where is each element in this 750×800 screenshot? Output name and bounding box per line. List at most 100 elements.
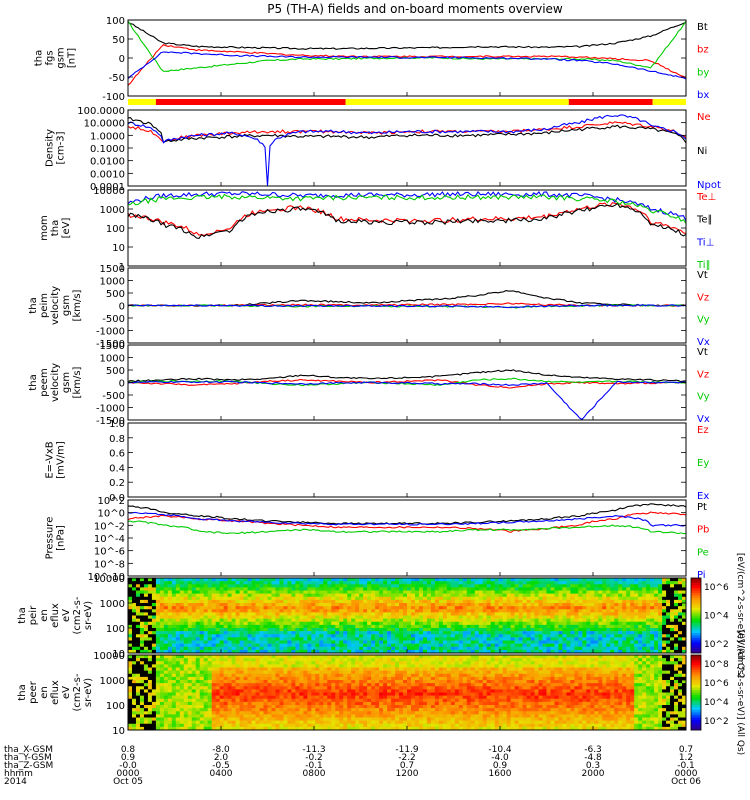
spectrogram-cell (355, 590, 360, 594)
spectrogram-cell (634, 612, 639, 616)
spectrogram-cell (227, 686, 232, 690)
spectrogram-cell (203, 670, 209, 675)
spectrogram-cell (614, 649, 619, 654)
spectrogram-cell (578, 606, 583, 610)
spectrogram-cell (482, 631, 488, 635)
spectrogram-cell (626, 640, 631, 644)
spectrogram-cell (458, 587, 464, 591)
spectrogram-cell (251, 695, 256, 700)
spectrogram-cell (191, 680, 197, 684)
spectrogram-cell (179, 667, 185, 671)
spectrogram-cell (239, 714, 244, 718)
spectrogram-cell (291, 590, 296, 594)
spectrogram-cell (355, 599, 360, 604)
spectrogram-cell (355, 631, 360, 635)
spectrogram-cell (403, 593, 408, 598)
spectrogram-cell (446, 603, 452, 607)
spectrogram-cell (510, 634, 515, 638)
spectrogram-cell (195, 609, 201, 613)
spectrogram-cell (418, 649, 424, 654)
spectrogram-cell (359, 603, 364, 607)
spectrogram-cell (494, 640, 499, 644)
spectrogram-cell (327, 708, 332, 712)
spectrogram-cell (582, 637, 587, 641)
spectrogram-cell (203, 667, 209, 671)
spectrogram-cell (542, 646, 547, 651)
spectrogram-cell (630, 624, 635, 629)
spectrogram-cell (638, 615, 643, 619)
spectrogram-cell (626, 637, 631, 641)
spectrogram-cell (407, 587, 412, 591)
spectrogram-cell (247, 673, 252, 678)
spectrogram-cell (578, 581, 583, 585)
spectrogram-cell (474, 643, 480, 648)
spectrogram-cell (263, 628, 268, 632)
spectrogram-cell (383, 578, 388, 582)
spectrogram-cell (335, 624, 340, 629)
spectrogram-cell (175, 711, 181, 715)
spectrogram-cell (187, 680, 193, 684)
spectrogram-cell (315, 603, 320, 607)
spectrogram-cell (522, 581, 527, 585)
spectrogram-cell (343, 646, 348, 651)
spectrogram-cell (339, 683, 344, 687)
spectrogram-cell (291, 705, 296, 709)
spectrogram-cell (139, 615, 145, 619)
spectrogram-cell (343, 637, 348, 641)
spectrogram-cell (530, 631, 535, 635)
spectrogram-cell (446, 593, 452, 598)
spectrogram-cell (128, 618, 133, 623)
spectrogram-cell (279, 643, 284, 648)
spectrogram-cell (570, 596, 575, 601)
spectrogram-cell (171, 673, 177, 678)
spectrogram-cell (291, 717, 296, 721)
spectrogram-cell (546, 618, 551, 623)
spectrogram-cell (550, 609, 555, 613)
spectrogram-cell (179, 705, 185, 709)
spectrogram-cell (247, 708, 252, 712)
spectrogram-cell (283, 726, 288, 731)
y-tick-label: 10.0000 (84, 119, 125, 130)
spectrogram-cell (283, 649, 288, 654)
spectrogram-cell (175, 640, 181, 644)
spectrogram-cell (426, 581, 432, 585)
spectrogram-cell (311, 649, 316, 654)
spectrogram-cell (674, 609, 679, 613)
spectrogram-cell (231, 673, 236, 678)
y-axis-label-line: peim (39, 293, 50, 318)
spectrogram-cell (626, 646, 631, 651)
spectrogram-cell (135, 618, 141, 623)
spectrogram-cell (518, 624, 523, 629)
spectrogram-cell (223, 609, 228, 613)
spectrogram-cell (462, 631, 468, 635)
spectrogram-cell (554, 615, 559, 619)
spectrogram-cell (299, 686, 304, 690)
spectrogram-cell (630, 612, 635, 616)
spectrogram-cell (295, 618, 300, 623)
spectrogram-cell (347, 590, 352, 594)
colorbar-cell (691, 623, 701, 626)
spectrogram-cell (191, 701, 197, 706)
spectrogram-cell (626, 631, 631, 635)
spectrogram-cell (638, 596, 643, 601)
spectrogram-cell (574, 649, 579, 654)
spectrogram-cell (275, 683, 280, 687)
spectrogram-cell (335, 705, 340, 709)
spectrogram-cell (363, 628, 368, 632)
spectrogram-cell (227, 698, 232, 703)
spectrogram-cell (283, 603, 288, 607)
spectrogram-cell (634, 590, 639, 594)
spectrogram-cell (223, 587, 228, 591)
panel-9: 10^810^610^410^2 [eV/(cm^2-s-sr-eV)] (All… (17, 630, 745, 755)
spectrogram-cell (255, 615, 260, 619)
spectrogram-cell (482, 615, 488, 619)
spectrogram-cell (251, 634, 256, 638)
spectrogram-cell (163, 593, 169, 598)
spectrogram-cell (598, 612, 603, 616)
spectrogram-cell (446, 612, 452, 616)
spectrogram-cell (379, 628, 384, 632)
spectrogram-cell (650, 599, 655, 604)
spectrogram-cell (287, 643, 292, 648)
spectrogram-cell (135, 631, 141, 635)
spectrogram-cell (682, 612, 687, 616)
